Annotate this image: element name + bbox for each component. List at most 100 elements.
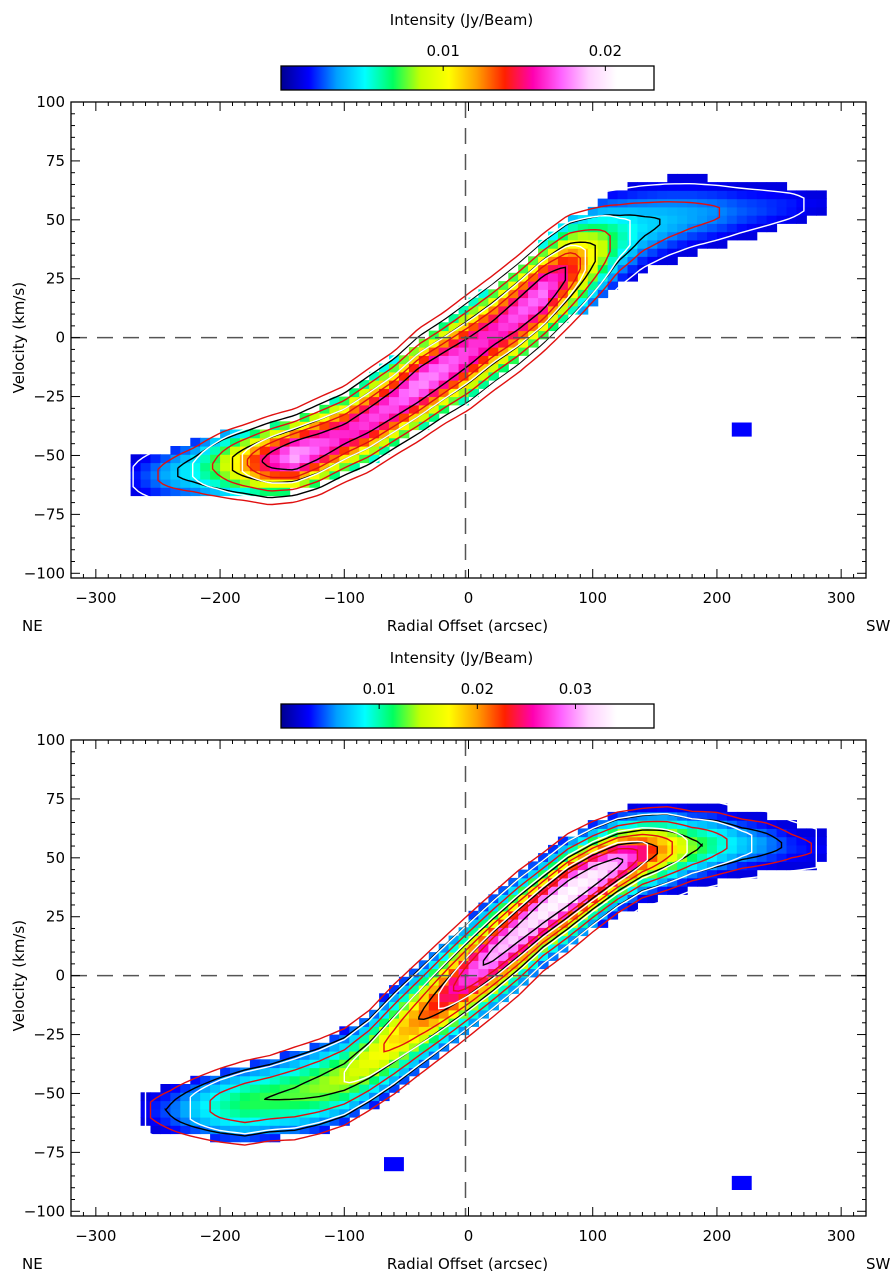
heatmap-pixel xyxy=(736,182,748,191)
heatmap-pixel xyxy=(349,1108,360,1118)
heatmap-pixel xyxy=(776,836,788,846)
heatmap-pixel xyxy=(518,952,529,961)
heatmap-pixel xyxy=(309,1125,320,1135)
heatmap-pixel xyxy=(329,1051,340,1060)
heatmap-pixel xyxy=(230,1108,241,1118)
heatmap-pixel xyxy=(369,421,380,431)
heatmap-pixel xyxy=(369,446,380,455)
heatmap-pixel xyxy=(518,902,529,912)
heatmap-pixel xyxy=(627,206,638,216)
heatmap-pixel xyxy=(279,1059,291,1069)
pv-panel-bottom: Intensity (Jy/Beam) 0.01 0.02 0.03 −300 −200 −… xyxy=(10,649,891,1273)
heatmap-pixel xyxy=(190,454,201,464)
heatmap-pixel xyxy=(309,462,320,472)
isolated-pixel xyxy=(731,1175,752,1190)
heatmap-pixel xyxy=(617,811,629,821)
heatmap-pixel xyxy=(339,437,350,447)
heatmap-pixel xyxy=(548,314,559,323)
heatmap-pixel xyxy=(150,479,161,488)
heatmap-pixel xyxy=(607,877,619,887)
heatmap-pixel xyxy=(389,429,400,439)
heatmap-pixel xyxy=(369,388,380,398)
heatmap-pixel xyxy=(736,836,748,846)
heatmap-pixel xyxy=(468,976,479,986)
heatmap-pixel xyxy=(637,239,648,249)
heatmap-pixel xyxy=(309,454,320,464)
heatmap-pixel xyxy=(716,853,728,862)
heatmap-pixel xyxy=(528,314,539,323)
heatmap-pixel xyxy=(617,861,629,871)
heatmap-pixel xyxy=(428,388,440,398)
heatmap-pixel xyxy=(597,223,609,233)
heatmap-pixel xyxy=(498,355,509,365)
heatmap-pixel xyxy=(697,828,708,838)
heatmap-pixel xyxy=(518,919,529,928)
heatmap-pixel xyxy=(488,314,499,323)
heatmap-pixel xyxy=(319,462,330,472)
heatmap-pixel xyxy=(667,206,678,216)
heatmap-pixel xyxy=(408,355,420,365)
heatmap-pixel xyxy=(607,869,619,879)
heatmap-pixel xyxy=(766,844,778,854)
heatmap-pixel xyxy=(379,1034,390,1044)
heatmap-pixel xyxy=(796,836,807,846)
y-tick-label: −75 xyxy=(33,1143,65,1161)
heatmap-pixel xyxy=(488,289,499,299)
heatmap-pixel xyxy=(319,437,330,447)
heatmap-pixel xyxy=(289,437,301,447)
heatmap-pixel xyxy=(726,223,738,233)
heatmap-pixel xyxy=(716,820,728,829)
heatmap-pixel xyxy=(687,877,698,887)
heatmap-pixel xyxy=(677,861,688,871)
heatmap-pixel xyxy=(329,1092,340,1102)
heatmap-pixel xyxy=(637,853,648,862)
heatmap-pixel xyxy=(567,281,579,290)
heatmap-pixel xyxy=(299,1059,311,1069)
heatmap-pixel xyxy=(299,479,311,488)
heatmap-pixel xyxy=(597,231,609,241)
heatmap-pixel xyxy=(319,1092,330,1102)
heatmap-pixel xyxy=(389,1034,400,1044)
heatmap-pixel xyxy=(289,421,301,431)
heatmap-pixel xyxy=(508,272,519,282)
heatmap-pixel xyxy=(389,1067,400,1077)
heatmap-pixel xyxy=(538,264,549,274)
heatmap-pixel xyxy=(329,413,340,422)
heatmap-pixel xyxy=(488,338,499,348)
heatmap-pixel xyxy=(299,1100,311,1110)
heatmap-pixel xyxy=(339,1026,350,1036)
heatmap-pixel xyxy=(408,421,420,431)
heatmap-pixel xyxy=(359,1092,370,1102)
y-axis-label: Velocity (km/s) xyxy=(10,282,28,393)
heatmap-pixel xyxy=(528,289,539,299)
heatmap-pixel xyxy=(707,844,718,854)
heatmap-pixel xyxy=(369,1067,380,1077)
heatmap-pixel xyxy=(766,836,778,846)
heatmap-pixel xyxy=(230,1084,241,1093)
heatmap-pixel xyxy=(428,1026,440,1036)
heatmap-pixel xyxy=(279,1108,291,1118)
heatmap-pixel xyxy=(597,198,609,208)
heatmap-pixel xyxy=(369,1075,380,1085)
heatmap-pixel xyxy=(687,820,698,829)
heatmap-pixel xyxy=(637,828,648,838)
heatmap-pixel xyxy=(488,968,499,978)
heatmap-pixel xyxy=(766,198,778,208)
heatmap-pixel xyxy=(458,338,470,348)
heatmap-pixel xyxy=(557,281,569,290)
heatmap-pixel xyxy=(796,190,807,200)
heatmap-pixel xyxy=(468,314,479,323)
heatmap-pixel xyxy=(478,371,489,381)
heatmap-pixel xyxy=(627,869,638,879)
heatmap-pixel xyxy=(557,902,569,912)
heatmap-pixel xyxy=(190,1125,201,1135)
heatmap-pixel xyxy=(418,993,430,1003)
heatmap-pixel xyxy=(160,470,171,480)
heatmap-pixel xyxy=(329,1117,340,1126)
heatmap-pixel xyxy=(508,305,519,315)
heatmap-pixel xyxy=(766,206,778,216)
heatmap-pixel xyxy=(707,861,718,871)
heatmap-pixel xyxy=(259,1100,271,1110)
heatmap-pixel xyxy=(150,462,161,472)
heatmap-pixel xyxy=(577,894,589,904)
